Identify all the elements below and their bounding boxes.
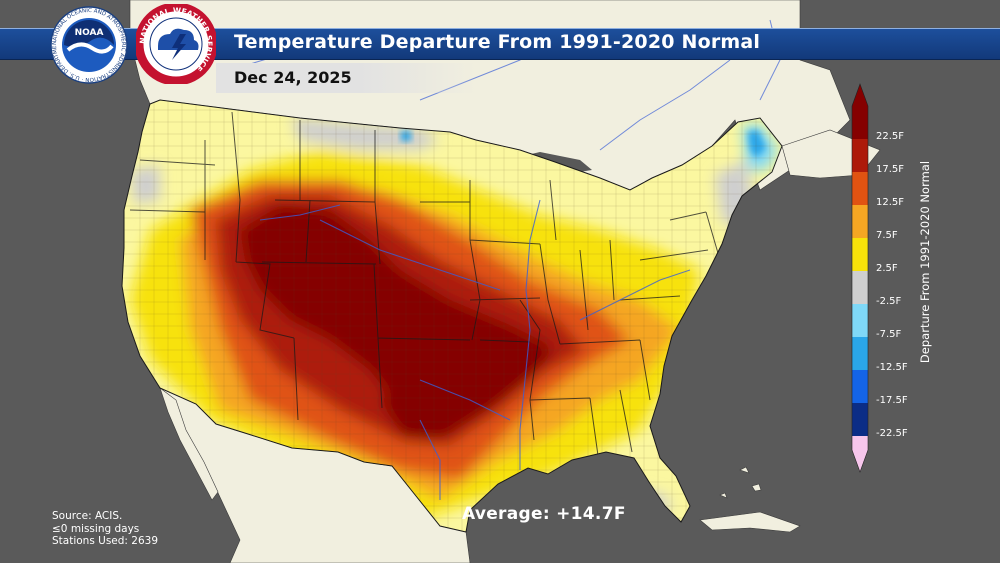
map-date: Dec 24, 2025 [234,68,352,87]
legend-swatch [852,205,868,238]
baja-california [159,387,219,501]
map-title: Temperature Departure From 1991-2020 Nor… [234,31,761,53]
cuba [699,511,801,533]
bahamas [719,466,762,499]
legend-arrow-bottom [852,450,868,472]
legend-swatch [852,139,868,172]
legend-tick: 22.5F [876,131,905,142]
source-line: Source: ACIS. [52,510,123,522]
legend-tick: -2.5F [876,296,902,307]
legend-arrow-top [852,84,868,106]
legend-colorbar [851,83,869,473]
legend-tick: -17.5F [876,395,908,406]
legend-swatch [852,304,868,337]
legend-tick: -12.5F [876,362,908,373]
nws-logo: NATIONAL WEATHER SERVICE [136,4,216,84]
legend-swatch [852,370,868,403]
legend-tick: -22.5F [876,428,908,439]
legend-swatch [852,337,868,370]
noaa-logo: NATIONAL OCEANIC AND ATMOSPHERIC ADMINIS… [50,6,128,84]
source-info: Source: ACIS. ≤0 missing days Stations U… [52,510,158,548]
legend-swatch [852,106,868,139]
legend-tick: -7.5F [876,329,902,340]
legend-swatch [852,172,868,205]
legend-tick: 2.5F [876,263,898,274]
legend: 22.5F 17.5F 12.5F 7.5F 2.5F -2.5F -7.5F … [846,82,936,482]
legend-title: Departure From 1991-2020 Normal [918,160,932,364]
legend-tick: 17.5F [876,164,905,175]
legend-tick: 12.5F [876,197,905,208]
noaa-logo-text: NOAA [75,28,104,38]
average-label: Average: +14.7F [462,504,626,524]
legend-swatch [852,271,868,304]
legend-swatch [852,238,868,271]
date-box: Dec 24, 2025 [216,63,476,93]
stations-line: Stations Used: 2639 [52,535,159,547]
legend-swatch [852,436,868,450]
missing-days-line: ≤0 missing days [52,522,140,535]
legend-swatch [852,403,868,436]
legend-tick: 7.5F [876,230,898,241]
